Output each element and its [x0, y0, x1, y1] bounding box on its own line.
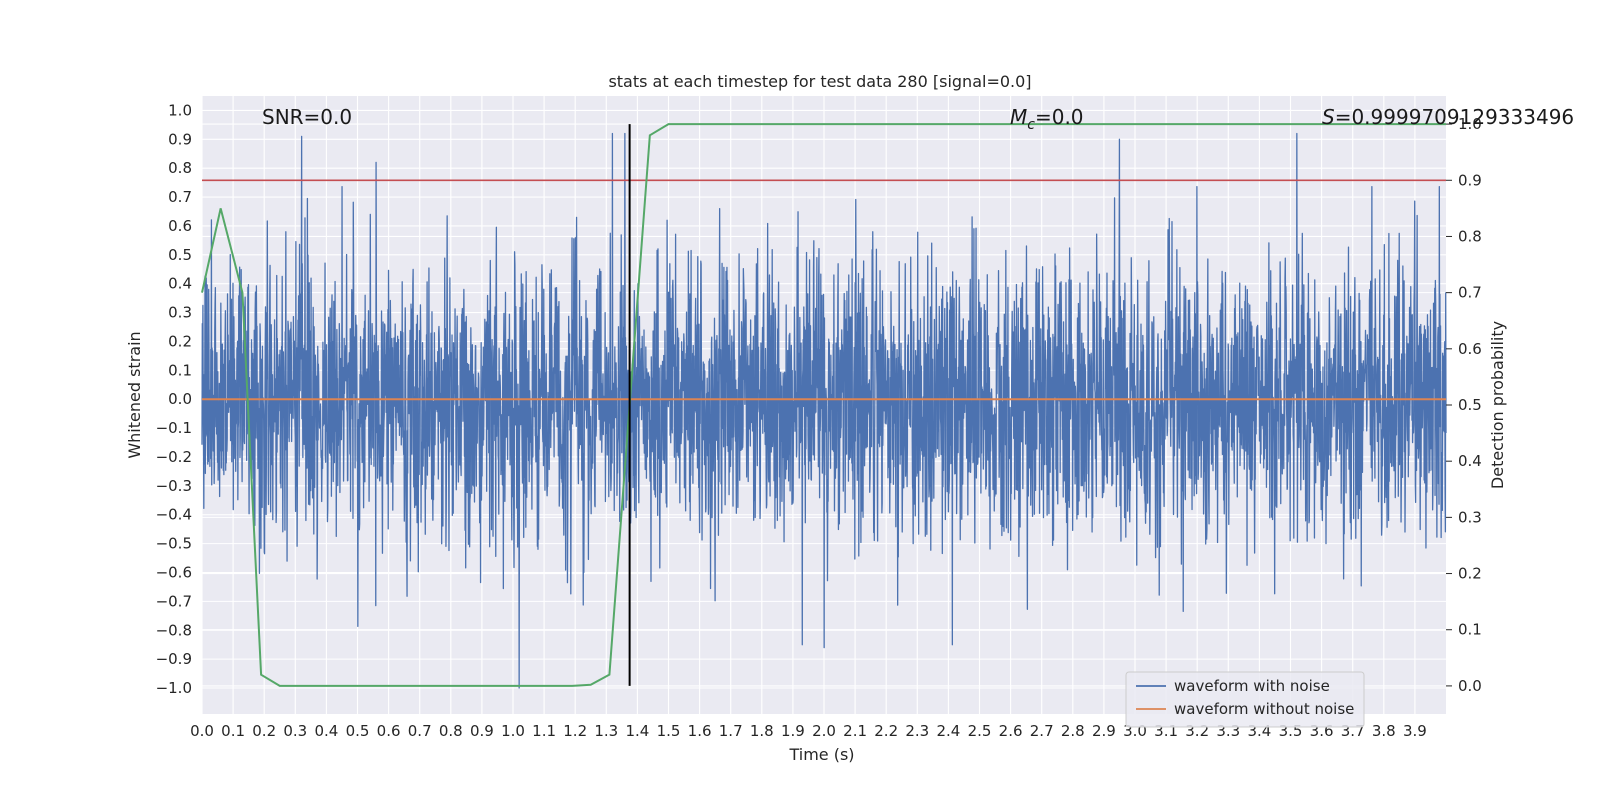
- mc-value: =0.0: [1035, 105, 1084, 129]
- mc-symbol: M: [1010, 105, 1027, 129]
- y-tick-label: −0.1: [156, 419, 192, 437]
- x-tick-label: 2.8: [1061, 722, 1085, 740]
- series-detection-probability: [201, 123, 1446, 687]
- detection-probability-line: [201, 123, 1446, 687]
- x-tick-label: 1.3: [594, 722, 618, 740]
- y-tick-label: −1.0: [156, 679, 192, 697]
- series-waveform-with-noise: [201, 132, 1447, 689]
- mc-annotation: Mc=0.0: [1010, 105, 1084, 133]
- y2-tick-label: 0.8: [1458, 227, 1482, 245]
- y2-tick-label: 0.0: [1458, 677, 1482, 695]
- x-tick-label: 2.7: [1030, 722, 1054, 740]
- x-tick-label: 1.0: [501, 722, 525, 740]
- x-tick-label: 0.4: [314, 722, 338, 740]
- chart-title: stats at each timestep for test data 280…: [608, 72, 1031, 91]
- y-axis-label: Whitened strain: [125, 331, 144, 458]
- y2-tick-label: 1.0: [1458, 115, 1482, 133]
- y-tick-label: −0.6: [156, 563, 192, 581]
- y2-tick-label: 0.3: [1458, 508, 1482, 526]
- mc-subscript: c: [1027, 117, 1035, 133]
- y2-tick-label: 0.6: [1458, 340, 1482, 358]
- y-tick-label: −0.4: [156, 506, 192, 524]
- s-annotation: S=0.9999709129333496: [1322, 105, 1574, 129]
- y-tick-label: 0.3: [168, 304, 192, 322]
- x-tick-label: 0.5: [346, 722, 370, 740]
- snr-annotation: SNR=0.0: [262, 105, 352, 129]
- x-tick-label: 3.9: [1403, 722, 1427, 740]
- waveform-with-noise-line: [201, 132, 1447, 689]
- y-tick-label: −0.8: [156, 621, 192, 639]
- y-tick-labels: −1.0 −0.9 −0.8 −0.7 −0.6 −0.5 −0.4 −0.3 −0.2 −0.1…: [156, 101, 192, 697]
- x-tick-label: 2.5: [968, 722, 992, 740]
- x-tick-label: 0.7: [408, 722, 432, 740]
- x-tick-label: 3.8: [1372, 722, 1396, 740]
- x-tick-label: 2.1: [843, 722, 867, 740]
- legend-label-noise: waveform with noise: [1174, 677, 1330, 695]
- y2-tick-label: 0.7: [1458, 284, 1482, 302]
- y2-tick-label: 0.5: [1458, 396, 1482, 414]
- legend: waveform with noise waveform without noi…: [1125, 671, 1365, 728]
- x-tick-label: 2.9: [1092, 722, 1116, 740]
- x-tick-label: 1.6: [688, 722, 712, 740]
- x-tick-label: 0.6: [377, 722, 401, 740]
- x-tick-label: 1.5: [657, 722, 681, 740]
- x-tick-label: 1.9: [781, 722, 805, 740]
- y2-tick-label: 0.2: [1458, 565, 1482, 583]
- y-tick-label: 0.8: [168, 159, 192, 177]
- x-tick-label: 1.1: [532, 722, 556, 740]
- x-tick-label: 1.8: [750, 722, 774, 740]
- y-tick-label: 0.2: [168, 332, 192, 350]
- x-tick-label: 0.2: [252, 722, 276, 740]
- x-tick-label: 0.9: [470, 722, 494, 740]
- x-tick-label: 2.0: [812, 722, 836, 740]
- y2-tick-label: 0.9: [1458, 171, 1482, 189]
- y-tick-label: 1.0: [168, 101, 192, 119]
- y-tick-label: −0.5: [156, 535, 192, 553]
- s-symbol: S: [1322, 105, 1335, 129]
- y-tick-label: 0.0: [168, 390, 192, 408]
- x-tick-label: 0.8: [439, 722, 463, 740]
- y-tick-label: 0.4: [168, 275, 192, 293]
- x-tick-label: 1.7: [719, 722, 743, 740]
- legend-box: [1125, 671, 1365, 728]
- x-tick-label: 2.6: [999, 722, 1023, 740]
- x-tick-label: 2.3: [905, 722, 929, 740]
- x-tick-label: 1.2: [563, 722, 587, 740]
- y-tick-label: −0.2: [156, 448, 192, 466]
- x-tick-label: 0.1: [221, 722, 245, 740]
- y-tick-label: −0.9: [156, 650, 192, 668]
- x-tick-label: 1.4: [625, 722, 649, 740]
- y-tick-label: 0.1: [168, 361, 192, 379]
- x-axis-label: Time (s): [788, 745, 854, 764]
- x-tick-label: 0.3: [283, 722, 307, 740]
- y-tick-label: 0.7: [168, 188, 192, 206]
- y-tick-label: 0.5: [168, 246, 192, 264]
- s-value: =0.9999709129333496: [1335, 105, 1574, 129]
- x-tick-label: 2.4: [936, 722, 960, 740]
- y2-axis-label: Detection probability: [1488, 321, 1507, 489]
- y-tick-label: 0.9: [168, 130, 192, 148]
- y2-tick-label: 0.1: [1458, 621, 1482, 639]
- y2-tick-label: 0.4: [1458, 452, 1482, 470]
- y-tick-label: −0.7: [156, 592, 192, 610]
- legend-label-clean: waveform without noise: [1174, 700, 1354, 718]
- y-tick-label: −0.3: [156, 477, 192, 495]
- y2-tick-labels: 0.0 0.1 0.2 0.3 0.4 0.5 0.6 0.7 0.8 0.9 1.0: [1446, 115, 1482, 695]
- x-tick-label: 0.0: [190, 722, 214, 740]
- x-tick-label: 2.2: [874, 722, 898, 740]
- y-tick-label: 0.6: [168, 217, 192, 235]
